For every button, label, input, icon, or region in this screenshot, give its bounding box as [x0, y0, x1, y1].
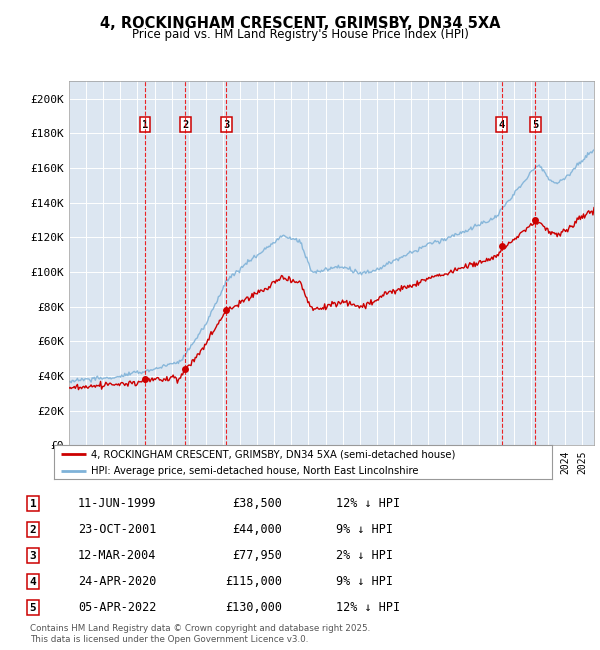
- Text: 1: 1: [142, 120, 148, 129]
- Text: 4, ROCKINGHAM CRESCENT, GRIMSBY, DN34 5XA: 4, ROCKINGHAM CRESCENT, GRIMSBY, DN34 5X…: [100, 16, 500, 31]
- Text: 3: 3: [223, 120, 229, 129]
- Text: 05-APR-2022: 05-APR-2022: [78, 601, 157, 614]
- Text: £115,000: £115,000: [225, 575, 282, 588]
- Text: 11-JUN-1999: 11-JUN-1999: [78, 497, 157, 510]
- Text: 9% ↓ HPI: 9% ↓ HPI: [336, 575, 393, 588]
- Text: 12% ↓ HPI: 12% ↓ HPI: [336, 497, 400, 510]
- Text: 2: 2: [182, 120, 188, 129]
- Text: 4: 4: [29, 577, 37, 587]
- Text: £44,000: £44,000: [232, 523, 282, 536]
- Text: HPI: Average price, semi-detached house, North East Lincolnshire: HPI: Average price, semi-detached house,…: [91, 465, 419, 476]
- Text: 2: 2: [29, 525, 37, 535]
- Text: 4, ROCKINGHAM CRESCENT, GRIMSBY, DN34 5XA (semi-detached house): 4, ROCKINGHAM CRESCENT, GRIMSBY, DN34 5X…: [91, 449, 456, 460]
- Text: 23-OCT-2001: 23-OCT-2001: [78, 523, 157, 536]
- Text: 5: 5: [29, 603, 37, 613]
- Text: Contains HM Land Registry data © Crown copyright and database right 2025.
This d: Contains HM Land Registry data © Crown c…: [30, 624, 370, 644]
- Text: 5: 5: [532, 120, 538, 129]
- Text: 12% ↓ HPI: 12% ↓ HPI: [336, 601, 400, 614]
- Text: 24-APR-2020: 24-APR-2020: [78, 575, 157, 588]
- Text: 4: 4: [499, 120, 505, 129]
- Text: 3: 3: [29, 551, 37, 561]
- Text: £77,950: £77,950: [232, 549, 282, 562]
- Text: 2% ↓ HPI: 2% ↓ HPI: [336, 549, 393, 562]
- Text: £38,500: £38,500: [232, 497, 282, 510]
- Text: 12-MAR-2004: 12-MAR-2004: [78, 549, 157, 562]
- Text: 1: 1: [29, 499, 37, 509]
- Text: £130,000: £130,000: [225, 601, 282, 614]
- Text: 9% ↓ HPI: 9% ↓ HPI: [336, 523, 393, 536]
- Text: Price paid vs. HM Land Registry's House Price Index (HPI): Price paid vs. HM Land Registry's House …: [131, 28, 469, 41]
